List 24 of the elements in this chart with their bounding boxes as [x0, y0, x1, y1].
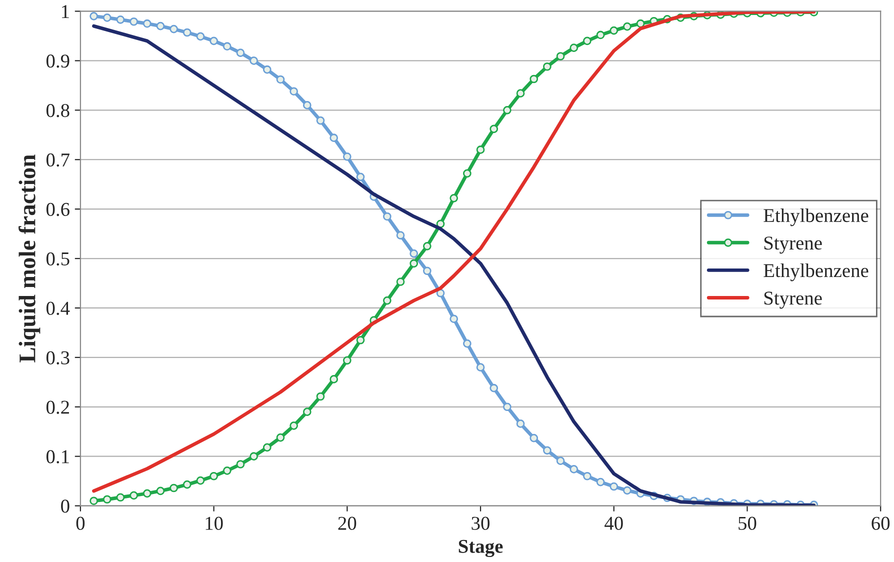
y-tick-label: 0.2 [46, 400, 69, 414]
y-tick-label: 0.8 [46, 104, 70, 118]
x-tick-label: 30 [472, 516, 490, 530]
legend-label: Ethylbenzene [764, 264, 868, 282]
legend-label: Styrene [764, 236, 822, 254]
y-tick-label: 0.7 [46, 153, 70, 167]
x-tick-label: 60 [872, 516, 890, 530]
y-tick-label: 0.1 [46, 450, 69, 464]
y-tick-label: 0.5 [46, 252, 70, 266]
x-axis-title: Stage [458, 540, 503, 558]
y-tick-label: 0.9 [46, 54, 70, 68]
y-tick-label: 0 [61, 500, 70, 513]
legend-label: Styrene [764, 292, 822, 309]
y-tick-label: 0.4 [46, 302, 70, 315]
y-tick-label: 0.6 [46, 202, 70, 216]
y-tick-label: 0.3 [46, 351, 70, 364]
legend-label: Ethylbenzene [764, 208, 868, 226]
y-tick-label: 1 [62, 5, 69, 18]
x-tick-label: 50 [738, 516, 756, 530]
x-tick-label: 20 [338, 516, 356, 530]
x-tick-label: 0 [76, 516, 85, 530]
x-tick-label: 10 [206, 516, 223, 530]
y-axis-title: Liquid mole fraction [18, 154, 40, 362]
x-tick-label: 40 [604, 516, 623, 530]
